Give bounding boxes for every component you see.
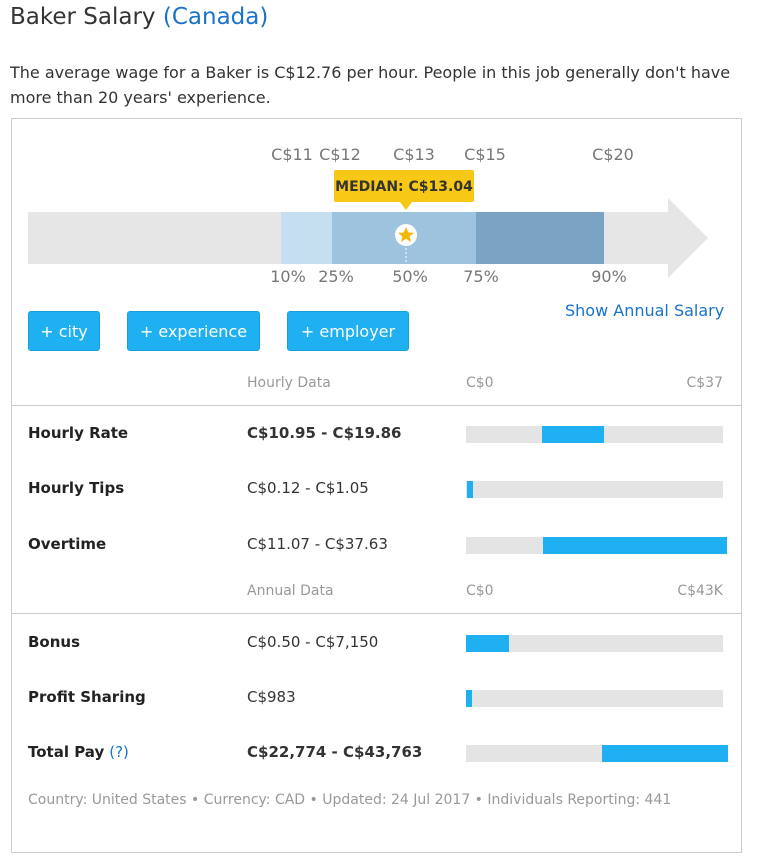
- row-label: Total Pay (?): [28, 743, 129, 761]
- percentile-rank: 10%: [270, 267, 306, 286]
- scale-min: C$0: [466, 583, 494, 599]
- title: Baker Salary: [10, 4, 156, 30]
- row-label: Overtime: [28, 535, 106, 553]
- percentile-pay: C$20: [592, 145, 634, 164]
- row-range: C$10.95 - C$19.86: [247, 424, 402, 442]
- percentile-chart: MEDIAN: C$13.04 C$11 10% C$12 25% C$13 50% C$1…: [28, 145, 708, 286]
- percentile-pay: C$12: [319, 145, 361, 164]
- range-track: [466, 745, 728, 762]
- show-annual-link[interactable]: Show Annual Salary: [565, 301, 725, 320]
- section-heading: Hourly Data: [247, 375, 331, 391]
- section-heading: Annual Data: [247, 583, 334, 599]
- row-name: Total Pay: [28, 743, 105, 761]
- filter-button[interactable]: + employer: [287, 311, 409, 351]
- row-name: Overtime: [28, 535, 107, 553]
- row-range: C$0.50 - C$7,150: [247, 633, 379, 651]
- percentile-rank: 90%: [591, 267, 627, 286]
- row-label: Hourly Rate: [28, 424, 128, 442]
- percentile-rank: 75%: [463, 267, 499, 286]
- range-track: [466, 635, 723, 652]
- scale-max: C$43K: [677, 583, 723, 599]
- range-bar: [542, 537, 728, 554]
- tooltip-pointer: [400, 202, 412, 210]
- percentile-pay: C$11: [271, 145, 313, 164]
- row-range: C$22,774 - C$43,763: [247, 743, 423, 761]
- band-10-25: [281, 212, 332, 264]
- range-bar: [602, 745, 728, 762]
- scale-min: C$0: [466, 375, 494, 391]
- row-label: Hourly Tips: [28, 479, 124, 497]
- divider: [11, 613, 741, 614]
- range-track: [466, 690, 723, 707]
- median-label: MEDIAN: C$13.04: [335, 179, 473, 195]
- range-track: [466, 426, 723, 443]
- row-range: C$0.12 - C$1.05: [247, 479, 369, 497]
- filter-button[interactable]: + city: [28, 311, 100, 351]
- range-track: [466, 481, 723, 498]
- row-label: Bonus: [28, 633, 80, 651]
- row-name: Bonus: [28, 633, 81, 651]
- median-star: [398, 227, 414, 242]
- row-label: Profit Sharing: [28, 688, 146, 706]
- row-range: C$983: [247, 688, 296, 706]
- percentile-pay: C$15: [464, 145, 506, 164]
- intro: The average wage for a Baker is C$12.76 …: [10, 63, 731, 107]
- region-link[interactable]: (Canada): [162, 4, 269, 30]
- percentile-rank: 25%: [318, 267, 354, 286]
- range-bar: [466, 635, 509, 652]
- footer: Country: United States • Currency: CAD •…: [28, 792, 672, 808]
- help-link[interactable]: (?): [109, 743, 129, 761]
- range-track: [466, 537, 728, 554]
- range-bar: [466, 690, 472, 707]
- band-75-90: [476, 212, 604, 264]
- row-name: Profit Sharing: [28, 688, 146, 706]
- panel: [11, 118, 742, 853]
- row-name: Hourly Tips: [28, 479, 125, 497]
- percentile-pay: C$13: [393, 145, 435, 164]
- percentile-rank: 50%: [392, 267, 428, 286]
- filter-button[interactable]: + experience: [127, 311, 260, 351]
- divider: [11, 405, 741, 406]
- row-name: Hourly Rate: [28, 424, 129, 442]
- range-bar: [466, 481, 474, 498]
- range-bar: [542, 426, 604, 443]
- title-line: Baker Salary (Canada): [10, 4, 268, 30]
- scale-max: C$37: [686, 375, 724, 391]
- row-range: C$11.07 - C$37.63: [247, 535, 388, 553]
- median-tooltip: [334, 170, 474, 202]
